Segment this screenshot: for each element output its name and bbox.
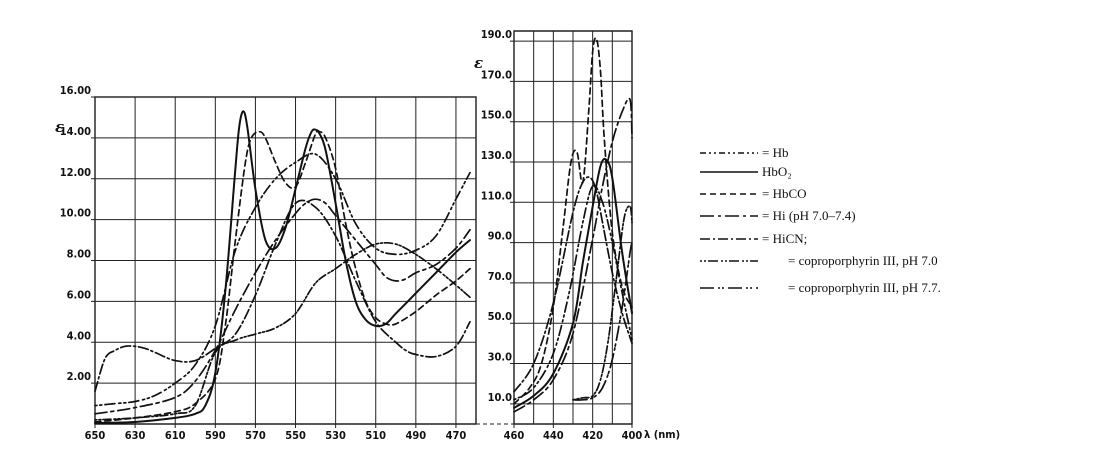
left-series-hb (94, 152, 471, 407)
left-x-tick-label: 510 (365, 429, 386, 442)
left-x-tick-label: 470 (446, 429, 467, 442)
left-series-hbco (94, 129, 471, 423)
legend: = Hb HbO₂ = HbCO = Hi (pH 7.0–7.4) = HiCN; = … (700, 145, 941, 295)
left-y-tick-label: 8.00 (67, 248, 92, 261)
right-x-tick-label: 420 (582, 429, 603, 442)
left-panel: ε 2.00 4.00 6.00 8.00 10.00 12.00 14.00 16.00 6… (55, 84, 477, 442)
right-series-coproporphyrin-iii-ph-7-7 (572, 241, 633, 401)
x-axis-label: λ (nm) (644, 428, 680, 441)
legend-item: = HiCN; (700, 231, 807, 246)
right-y-tick-label: 130.0 (481, 149, 512, 162)
right-y-tick-label: 70.0 (488, 270, 513, 283)
left-x-tick-label: 530 (325, 429, 346, 442)
left-y-tick-label: 4.00 (67, 329, 92, 342)
right-y-tick-label: 50.0 (488, 310, 513, 323)
legend-item: = coproporphyrin III, pH 7.0 (700, 253, 938, 268)
right-x-tick-label: 440 (543, 429, 564, 442)
left-x-tick-label: 630 (125, 429, 146, 442)
left-y-axis-label: ε (55, 118, 64, 136)
legend-label: HbO₂ (762, 164, 792, 179)
legend-label: = coproporphyrin III, pH 7.0 (788, 253, 938, 268)
legend-item: HbO₂ (700, 164, 792, 179)
right-y-tick-label: 170.0 (481, 68, 512, 81)
legend-label: = Hi (pH 7.0–7.4) (762, 208, 856, 223)
left-x-tick-label: 590 (205, 429, 226, 442)
right-series-coproporphyrin-iii-ph-7-0 (572, 205, 633, 401)
legend-label: = coproporphyrin III, pH 7.7. (788, 280, 941, 295)
right-y-tick-label: 30.0 (488, 351, 513, 364)
left-x-tick-label: 550 (285, 429, 306, 442)
right-panel: ε 10.0 30.0 50.0 70.0 90.0 110.0 130.0 150.0 170… (474, 28, 680, 442)
right-y-tick-label: 190.0 (481, 28, 512, 41)
left-x-tick-label: 650 (85, 429, 106, 442)
left-y-tick-label: 14.00 (60, 125, 91, 138)
right-y-tick-label: 10.0 (488, 391, 513, 404)
legend-label: = HbCO (762, 186, 807, 201)
legend-label: = Hb (762, 145, 788, 160)
left-x-tick-label: 490 (406, 429, 427, 442)
left-y-tick-label: 2.00 (67, 370, 92, 383)
left-y-tick-label: 12.00 (60, 166, 91, 179)
right-x-tick-label: 460 (504, 429, 525, 442)
right-series-hi-ph-7-0-7-4 (513, 97, 633, 413)
legend-item: = coproporphyrin III, pH 7.7. (700, 280, 941, 295)
left-y-tick-label: 16.00 (60, 84, 91, 97)
right-y-tick-label: 110.0 (481, 189, 512, 202)
legend-label: = HiCN; (762, 231, 807, 246)
right-y-tick-label: 150.0 (481, 109, 512, 122)
left-series-hicn (94, 199, 471, 393)
left-series-hi-ph-7-0-7-4 (94, 198, 471, 415)
right-series-hicn (513, 176, 633, 393)
legend-item: = Hb (700, 145, 788, 160)
right-series-hbco (513, 37, 633, 405)
left-series-coproporphyrin-iii-ph-7-0 (94, 241, 471, 421)
legend-item: = HbCO (700, 186, 807, 201)
left-y-tick-label: 6.00 (67, 288, 92, 301)
legend-item: = Hi (pH 7.0–7.4) (700, 208, 856, 223)
left-y-tick-label: 10.00 (60, 207, 91, 220)
left-x-tick-label: 610 (165, 429, 186, 442)
left-x-tick-label: 570 (245, 429, 266, 442)
right-series-hbo2 (513, 157, 633, 409)
right-x-tick-label: 400 (622, 429, 643, 442)
right-y-axis-label: ε (474, 54, 483, 72)
right-y-tick-label: 90.0 (488, 230, 513, 243)
